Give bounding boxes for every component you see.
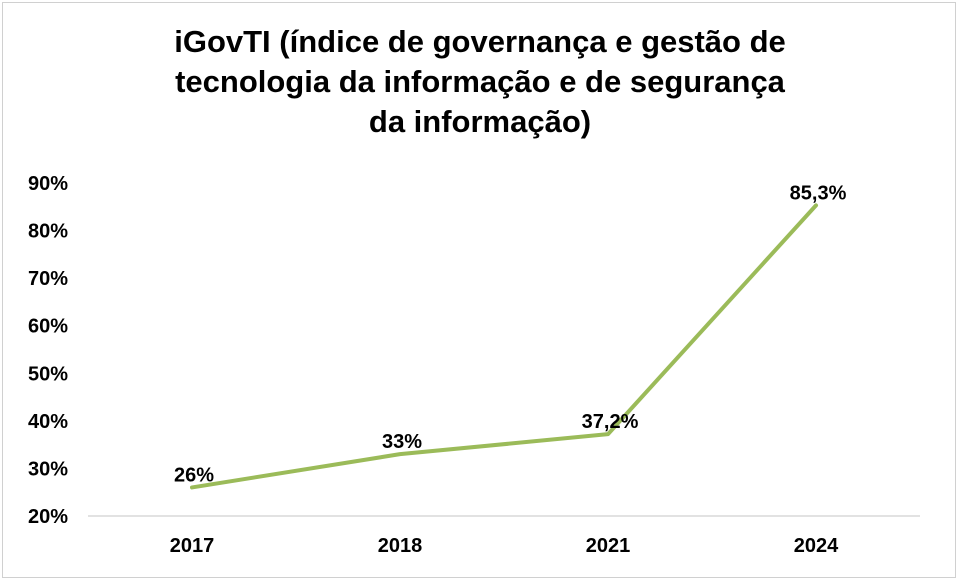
x-tick-label: 2021 bbox=[586, 535, 631, 557]
data-label: 37,2% bbox=[582, 411, 639, 433]
chart-title: iGovTI (índice de governança e gestão de… bbox=[174, 24, 786, 139]
x-tick-label: 2017 bbox=[170, 535, 215, 557]
data-label: 26% bbox=[174, 464, 214, 486]
y-tick-label: 70% bbox=[28, 268, 68, 290]
series-line bbox=[190, 203, 818, 490]
x-tick-labels: 2017 2018 2021 2024 bbox=[170, 535, 839, 557]
y-tick-label: 90% bbox=[28, 173, 68, 195]
y-tick-label: 60% bbox=[28, 316, 68, 338]
y-tick-label: 30% bbox=[28, 458, 68, 480]
x-axis: 2017 2018 2021 2024 bbox=[88, 515, 920, 557]
series-group bbox=[190, 203, 818, 490]
data-label: 85,3% bbox=[790, 182, 847, 204]
y-tick-label: 80% bbox=[28, 221, 68, 243]
data-labels: 26% 33% 37,2% 85,3% bbox=[174, 182, 847, 486]
y-axis: 20% 30% 40% 50% 60% 70% 80% 90% bbox=[28, 173, 68, 528]
data-label: 33% bbox=[382, 431, 422, 453]
x-tick-label: 2024 bbox=[794, 535, 839, 557]
y-tick-label: 50% bbox=[28, 363, 68, 385]
y-tick-label: 20% bbox=[28, 506, 68, 528]
y-tick-label: 40% bbox=[28, 411, 68, 433]
x-tick-label: 2018 bbox=[378, 535, 423, 557]
